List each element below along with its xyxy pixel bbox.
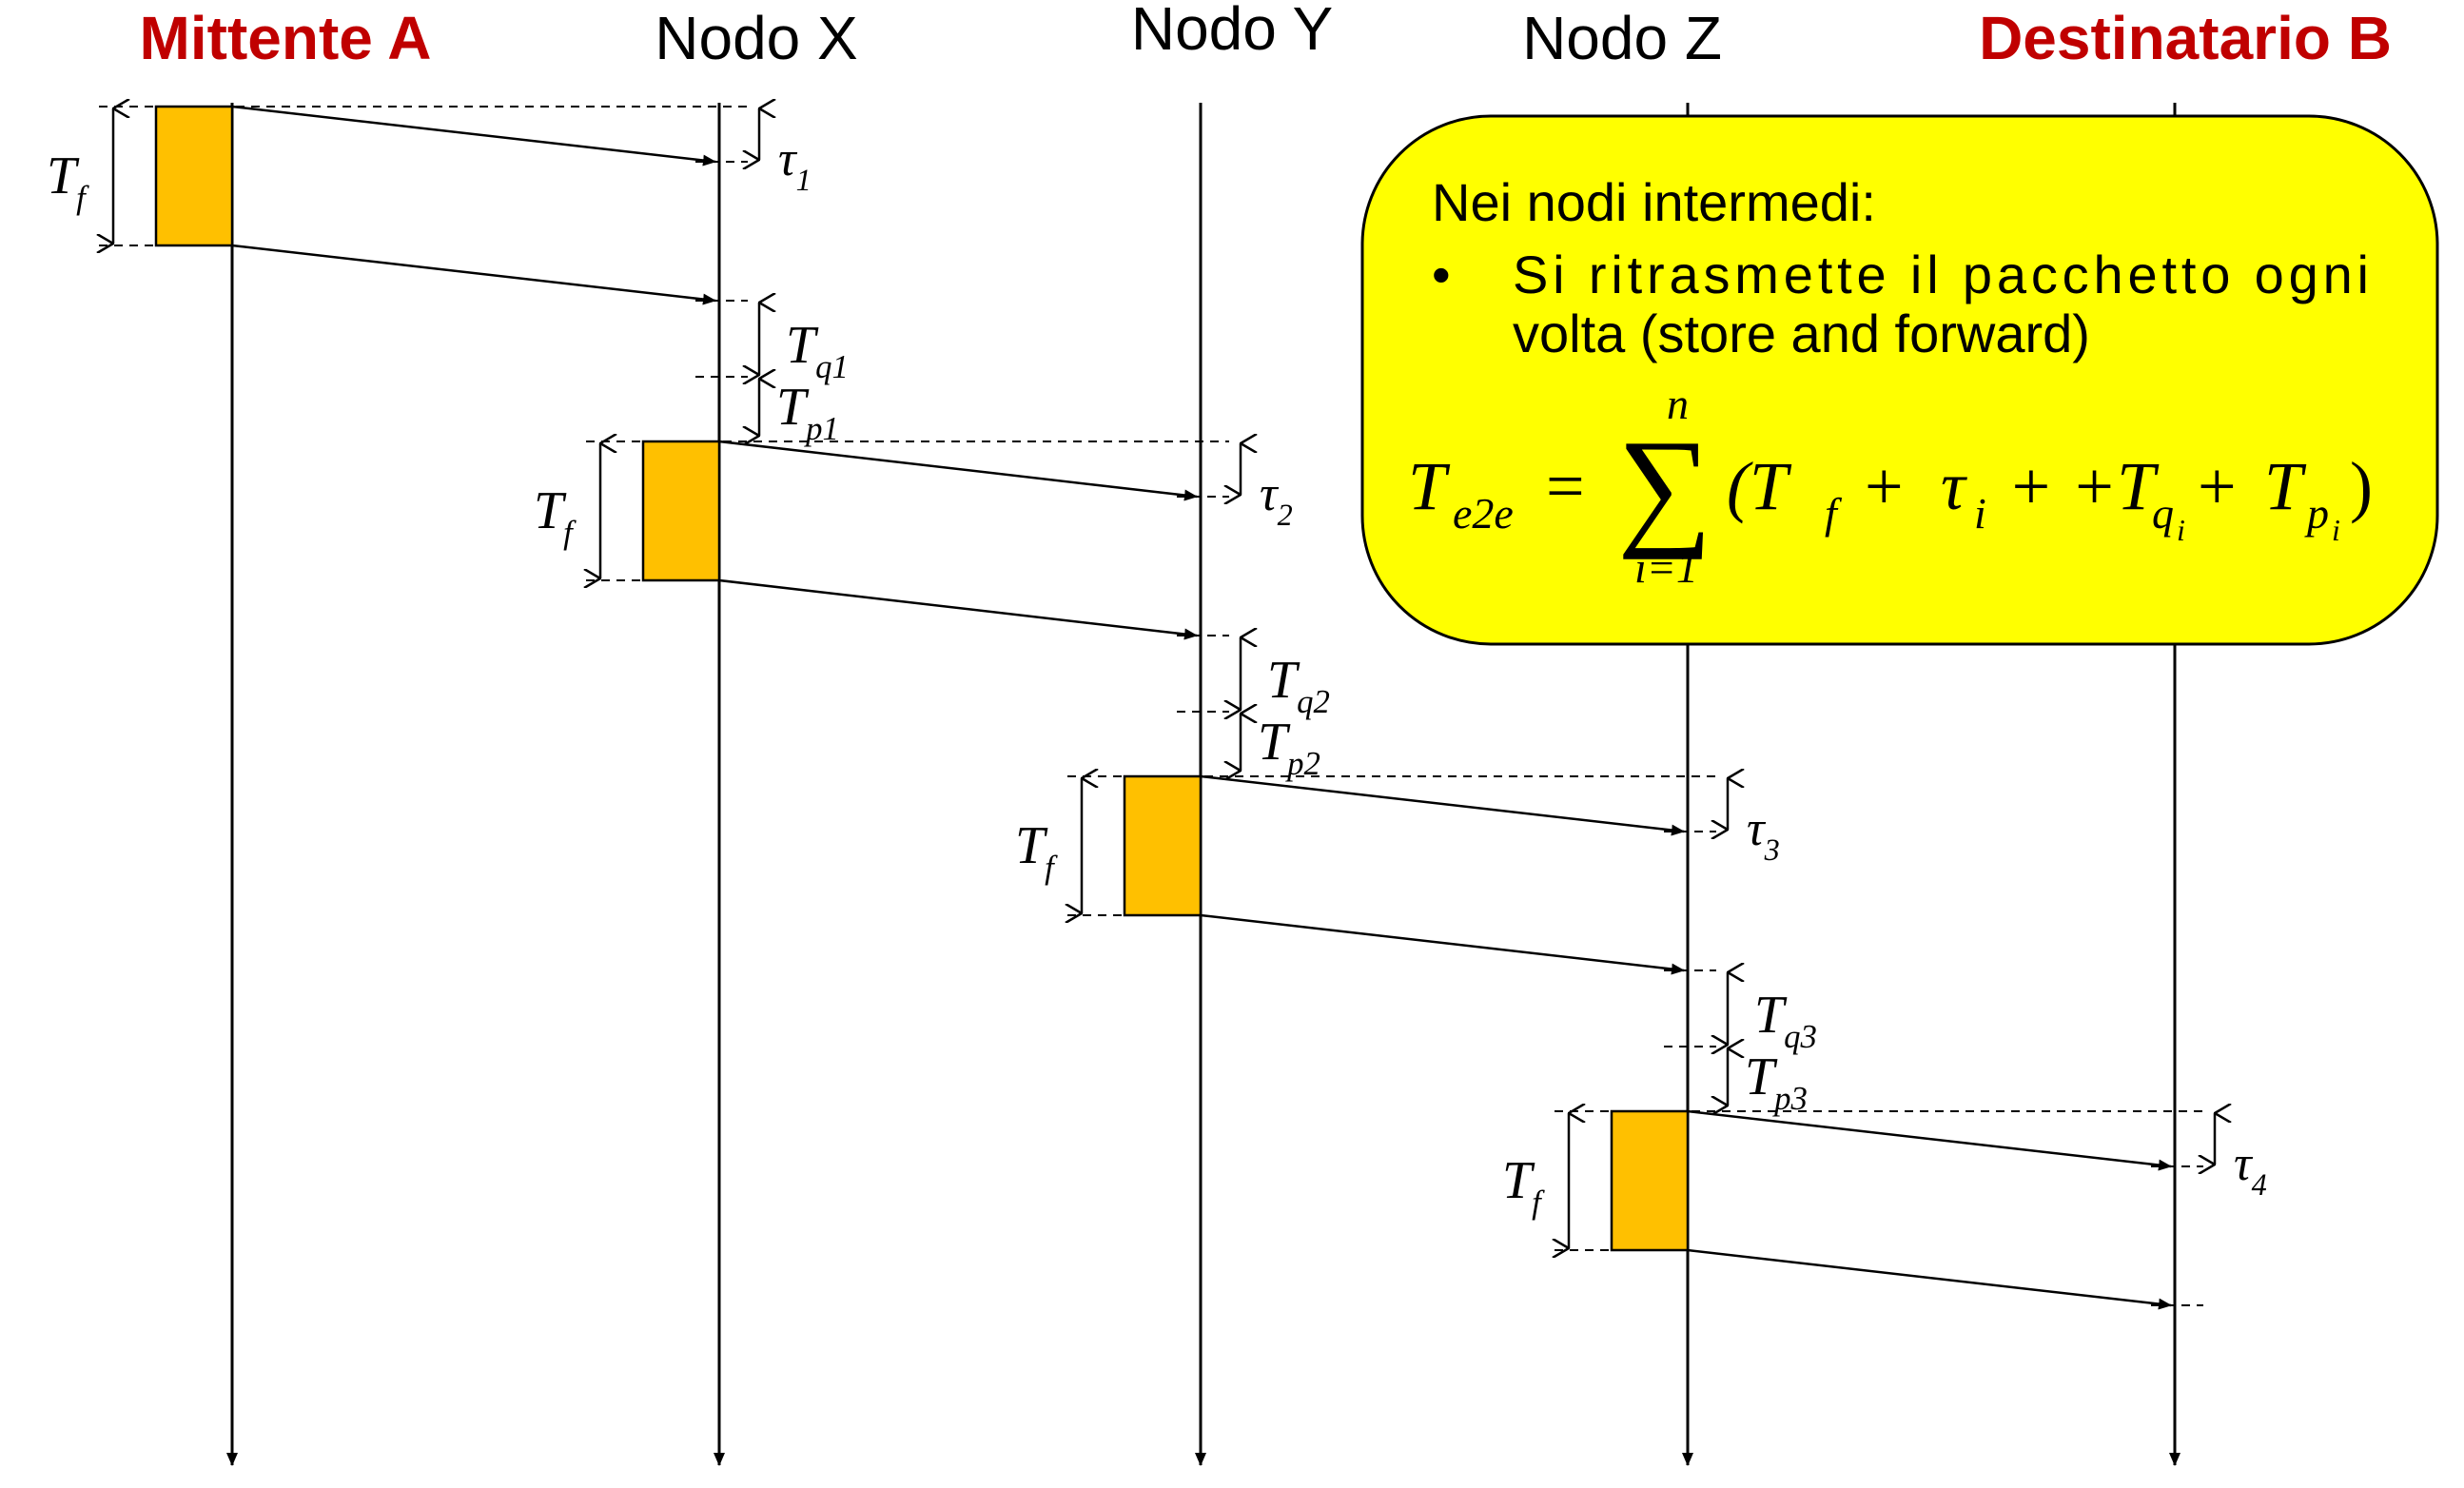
processing-label: Tp2 (1258, 713, 1320, 782)
formula-close: ) (2350, 448, 2373, 524)
callout-heading: Nei nodi intermedi: (1432, 172, 1876, 232)
propagation-label: τ1 (778, 132, 812, 197)
formula-sum: ∑ (1617, 413, 1712, 560)
queue-label: Tq3 (1754, 986, 1817, 1055)
callout-box (1360, 114, 2439, 646)
formula-q-sub: q (2152, 489, 2174, 538)
node-title-nodo-z: Nodo Z (1522, 4, 1722, 72)
formula-plus1: + (1865, 448, 1904, 524)
signal-last-bit (718, 578, 1198, 640)
frame-box (154, 105, 234, 247)
formula-lhs: T (1408, 448, 1451, 524)
frame-time-label: Tf (47, 147, 89, 216)
propagation-label: τ2 (1260, 467, 1293, 532)
frame-box (641, 440, 721, 582)
formula-lower: i=1 (1634, 543, 1698, 592)
hop-4: Tf τ4 (1502, 1109, 2267, 1310)
frame-time-label: Tf (1502, 1151, 1545, 1221)
node-title-destinatario-b: Destinatario B (1979, 4, 2392, 72)
formula-lhs-sub: e2e (1453, 489, 1514, 538)
formula-rhs: (T (1727, 448, 1792, 524)
signal-first-bit (1200, 774, 1685, 836)
propagation-label: τ4 (2234, 1137, 2267, 1202)
formula-q-subsub: i (2177, 513, 2185, 547)
node-titles: Mittente A Nodo X Nodo Y Nodo Z Destinat… (140, 0, 2392, 72)
signal-last-bit (1200, 913, 1685, 975)
propagation-label: τ3 (1747, 802, 1780, 867)
signal-first-bit (718, 440, 1198, 501)
node-title-nodo-x: Nodo X (655, 4, 857, 72)
formula-upper: n (1667, 380, 1689, 428)
callout-bullet: • (1432, 245, 1451, 304)
frame-box (1610, 1109, 1690, 1252)
signal-last-bit (231, 244, 716, 305)
callout-bullet-line2: volta (store and forward) (1513, 303, 2090, 363)
end-to-end-formula: T e2e = n ∑ i=1 (T f + τ i + +T q i + T … (1408, 380, 2373, 592)
formula-plus2: + +T (2007, 448, 2160, 524)
frame-time-label: Tf (1015, 816, 1058, 886)
processing-label: Tp3 (1745, 1047, 1808, 1117)
formula-equals: = (1546, 448, 1585, 524)
formula-p-subsub: i (2332, 513, 2340, 547)
frame-time-label: Tf (534, 481, 577, 551)
frame-box (1123, 774, 1203, 917)
formula-p-sub: p (2304, 489, 2329, 538)
node-title-mittente-a: Mittente A (140, 4, 432, 72)
queue-label: Tq1 (786, 316, 849, 385)
formula-p: T (2264, 448, 2307, 524)
node-title-nodo-y: Nodo Y (1131, 0, 1333, 63)
processing-label: Tp1 (776, 378, 839, 447)
signal-last-bit (1687, 1248, 2172, 1310)
queue-label: Tq2 (1267, 651, 1330, 720)
store-and-forward-callout: Nei nodi intermedi: • Si ritrasmette il … (1360, 114, 2439, 646)
formula-tau-sub: i (1974, 489, 1986, 538)
formula-plus3: + (2198, 448, 2237, 524)
signal-first-bit (231, 105, 716, 166)
signal-first-bit (1687, 1109, 2172, 1171)
formula-tau: τ (1941, 448, 1967, 524)
